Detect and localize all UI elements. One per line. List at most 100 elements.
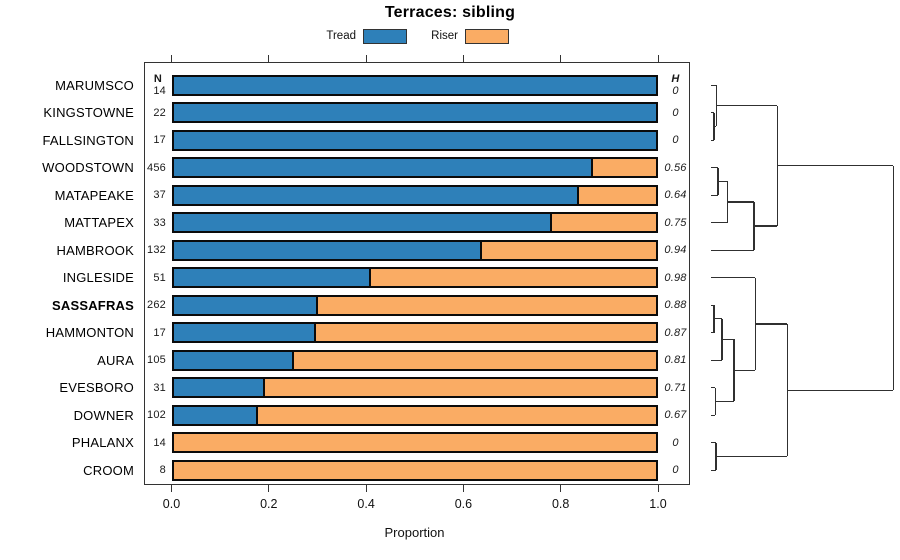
bar-tread-segment [173, 351, 295, 369]
legend-label-tread: Tread [326, 30, 356, 42]
dendrogram-segment [711, 359, 722, 361]
x-tick-label: 0.2 [260, 497, 278, 511]
dendrogram-segment [711, 304, 714, 306]
dendrogram-segment [711, 442, 716, 444]
n-value: 33 [153, 216, 166, 229]
dendrogram-segment [711, 469, 716, 471]
h-value: 0.81 [664, 354, 687, 366]
category-label: MARUMSCO [55, 77, 134, 93]
x-tick-top [560, 55, 562, 62]
dendrogram-segment [715, 455, 788, 457]
x-axis-title: Proportion [384, 525, 445, 540]
x-tick-label: 1.0 [649, 497, 667, 511]
n-value: 22 [153, 106, 166, 119]
dendrogram-segment [711, 249, 754, 251]
category-label: MATAPEAKE [54, 187, 134, 203]
category-label: HAMBROOK [56, 242, 134, 258]
bar-tread-segment [173, 324, 316, 341]
legend-swatch-tread [363, 28, 407, 44]
bar-tread-segment [173, 131, 656, 149]
bar-tread-segment [173, 406, 258, 424]
n-value: 37 [153, 189, 166, 201]
n-column-cell: N 14 [153, 73, 166, 97]
dendrogram-segment [711, 167, 718, 169]
h-value: 0.98 [664, 271, 687, 284]
bar-tread-segment [173, 186, 579, 204]
x-tick-label: 0.4 [357, 497, 375, 511]
bar [171, 102, 658, 123]
category-label: INGLESIDE [62, 270, 134, 285]
category-label: KINGSTOWNE [43, 105, 134, 120]
bar-tread-segment [173, 159, 594, 176]
n-column-header: N [153, 73, 162, 85]
x-tick-label: 0.8 [551, 497, 570, 511]
n-value: 8 [159, 464, 166, 476]
dendrogram-segment [733, 369, 756, 371]
x-tick-bottom [462, 485, 464, 492]
dendrogram-segment [755, 323, 788, 325]
bar-riser-segment [482, 241, 656, 259]
dendrogram-segment [713, 318, 722, 320]
dendrogram-segment [711, 112, 714, 114]
chart-title: Terraces: sibling [384, 4, 516, 21]
h-value: 0 [672, 85, 679, 97]
bar [171, 459, 658, 481]
bar-tread-segment [173, 296, 319, 314]
dendrogram-segment [753, 225, 778, 227]
x-tick-top [171, 55, 172, 62]
category-label: MATTAPEX [64, 215, 134, 230]
bar-tread-segment [173, 379, 266, 396]
bar-riser-segment [318, 296, 656, 314]
n-value: 17 [153, 326, 166, 339]
category-label: FALLSINGTON [42, 132, 134, 148]
n-value: 262 [147, 299, 166, 311]
dendrogram-segment [711, 139, 714, 141]
bar-riser-segment [371, 269, 656, 286]
dendrogram-segment [713, 125, 717, 127]
x-tick-bottom [560, 485, 562, 492]
x-tick-bottom [268, 485, 270, 492]
n-value: 51 [153, 271, 166, 284]
n-value: 132 [147, 244, 166, 256]
h-value: 0.71 [664, 381, 687, 394]
h-value: 0 [672, 436, 679, 449]
h-value: 0.87 [664, 326, 687, 339]
dendrogram-segment [716, 105, 778, 107]
category-label: WOODSTOWN [42, 160, 134, 175]
n-value: 14 [153, 436, 166, 449]
n-value: 17 [153, 134, 166, 146]
bar-riser-segment [552, 214, 656, 231]
dendrogram-segment [711, 277, 756, 279]
legend-item-tread: Tread [322, 28, 407, 44]
n-value: 105 [147, 354, 166, 366]
dendrogram-segment [711, 194, 718, 196]
bar-tread-segment [173, 104, 656, 121]
h-column-header: H [671, 73, 680, 85]
x-tick-top [657, 55, 659, 62]
legend-swatch-riser [465, 28, 509, 44]
bar [171, 267, 658, 288]
bar-tread-segment [173, 214, 553, 231]
h-value: 0.94 [664, 244, 687, 256]
bar [171, 212, 658, 233]
dendrogram-segment [727, 201, 754, 203]
bar-riser-segment [173, 461, 656, 479]
h-value: 0.56 [664, 161, 687, 174]
n-value: 456 [147, 161, 166, 174]
n-value: 102 [147, 409, 166, 421]
category-label: SASSAFRAS [52, 297, 134, 313]
bar [171, 74, 658, 96]
h-value: 0 [672, 106, 679, 119]
bar [171, 157, 658, 178]
dendrogram-segment [892, 165, 894, 391]
x-tick-bottom [365, 485, 367, 492]
bar-riser-segment [578, 186, 656, 204]
dendrogram-segment [715, 400, 734, 402]
bar [171, 294, 658, 316]
bar-tread-segment [173, 241, 483, 259]
bar [171, 239, 658, 261]
dendrogram-segment [711, 414, 715, 416]
legend-item-riser: Riser [424, 28, 509, 44]
